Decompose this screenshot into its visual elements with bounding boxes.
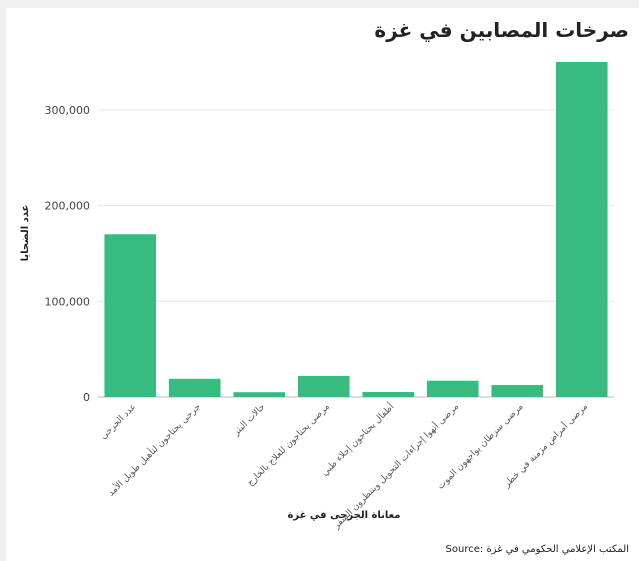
y-tick-label: 100,000 xyxy=(45,295,91,308)
x-axis-label: معاناة الجرحى في غزة xyxy=(287,510,400,521)
y-tick-label: 200,000 xyxy=(45,200,91,213)
source-note: Source: المكتب الإعلامي الحكومي في غزة xyxy=(445,544,629,555)
bar xyxy=(491,385,544,397)
bar xyxy=(426,380,479,397)
bar xyxy=(362,392,415,397)
y-tick-label: 0 xyxy=(83,391,90,404)
y-tick-label: 300,000 xyxy=(45,104,91,117)
bar xyxy=(555,62,608,397)
bar xyxy=(233,392,286,397)
bar xyxy=(297,375,350,397)
x-tick-label: أطفال يحتاجون إجلاء طبي xyxy=(319,401,397,479)
chart-card: صرخات المصابين في غزة 0 100,000 200,000 300… xyxy=(6,8,639,561)
x-tick-label: حالات البتر xyxy=(231,402,267,438)
y-axis-label: عدد الضحايا xyxy=(20,205,31,262)
bar xyxy=(104,234,157,397)
x-tick-label: عدد الجرحى xyxy=(99,402,139,442)
chart-title: صرخات المصابين في غزة xyxy=(374,18,629,42)
bar xyxy=(168,378,221,397)
